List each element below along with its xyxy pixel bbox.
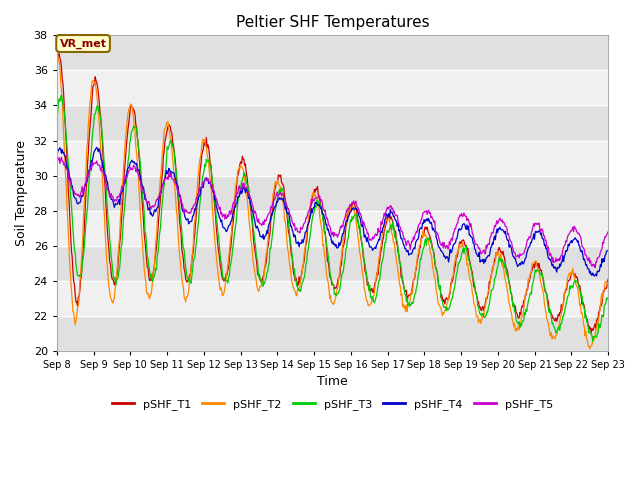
pSHF_T1 xyxy=(588,329,595,335)
pSHF_T2 xyxy=(120,153,128,159)
Bar xyxy=(57,176,608,211)
pSHF_T1 xyxy=(604,276,612,282)
Line: pSHF_T4: pSHF_T4 xyxy=(57,147,608,276)
pSHF_T5 xyxy=(63,166,70,172)
Line: pSHF_T1: pSHF_T1 xyxy=(57,54,608,332)
pSHF_T5 xyxy=(120,184,127,190)
pSHF_T5 xyxy=(53,153,61,159)
pSHF_T5 xyxy=(604,229,612,235)
pSHF_T5 xyxy=(415,221,423,227)
pSHF_T3 xyxy=(589,339,596,345)
pSHF_T2 xyxy=(586,346,593,352)
pSHF_T2 xyxy=(604,280,612,286)
pSHF_T3 xyxy=(604,295,612,300)
pSHF_T1 xyxy=(417,245,424,251)
pSHF_T4 xyxy=(120,180,128,185)
pSHF_T2 xyxy=(205,170,213,176)
pSHF_T3 xyxy=(120,208,128,214)
pSHF_T1 xyxy=(120,170,128,176)
pSHF_T4 xyxy=(400,243,408,249)
Bar xyxy=(57,246,608,281)
pSHF_T2 xyxy=(400,305,408,311)
Y-axis label: Soil Temperature: Soil Temperature xyxy=(15,140,28,246)
pSHF_T5 xyxy=(591,265,599,271)
pSHF_T2 xyxy=(177,257,184,263)
pSHF_T3 xyxy=(58,92,65,98)
pSHF_T4 xyxy=(63,165,70,171)
Legend: pSHF_T1, pSHF_T2, pSHF_T3, pSHF_T4, pSHF_T5: pSHF_T1, pSHF_T2, pSHF_T3, pSHF_T4, pSHF… xyxy=(108,395,557,415)
Bar xyxy=(57,36,608,71)
pSHF_T3 xyxy=(417,256,424,262)
Bar xyxy=(57,316,608,351)
Line: pSHF_T5: pSHF_T5 xyxy=(57,156,608,268)
pSHF_T4 xyxy=(417,225,424,231)
Bar xyxy=(57,211,608,246)
Line: pSHF_T2: pSHF_T2 xyxy=(57,55,608,349)
pSHF_T1 xyxy=(177,225,184,230)
pSHF_T2 xyxy=(417,242,424,248)
pSHF_T1 xyxy=(400,286,408,291)
pSHF_T4 xyxy=(591,273,598,279)
pSHF_T1 xyxy=(205,151,213,157)
pSHF_T4 xyxy=(205,179,213,184)
pSHF_T2 xyxy=(53,54,61,60)
Title: Peltier SHF Temperatures: Peltier SHF Temperatures xyxy=(236,15,429,30)
Bar xyxy=(57,281,608,316)
pSHF_T3 xyxy=(205,156,213,162)
pSHF_T5 xyxy=(399,233,407,239)
pSHF_T3 xyxy=(53,119,61,124)
pSHF_T5 xyxy=(205,178,212,184)
Bar xyxy=(57,71,608,106)
pSHF_T1 xyxy=(53,55,61,61)
Line: pSHF_T3: pSHF_T3 xyxy=(57,95,608,342)
pSHF_T3 xyxy=(177,211,184,217)
Bar xyxy=(57,106,608,141)
pSHF_T1 xyxy=(55,51,63,57)
pSHF_T2 xyxy=(54,52,61,58)
pSHF_T1 xyxy=(64,169,72,175)
pSHF_T5 xyxy=(175,192,183,198)
pSHF_T4 xyxy=(93,144,100,150)
pSHF_T4 xyxy=(604,248,612,253)
pSHF_T4 xyxy=(177,192,184,198)
pSHF_T3 xyxy=(400,286,408,291)
X-axis label: Time: Time xyxy=(317,375,348,388)
pSHF_T4 xyxy=(53,149,61,155)
pSHF_T2 xyxy=(64,214,72,219)
pSHF_T3 xyxy=(64,149,72,155)
Text: VR_met: VR_met xyxy=(60,38,107,48)
Bar xyxy=(57,141,608,176)
